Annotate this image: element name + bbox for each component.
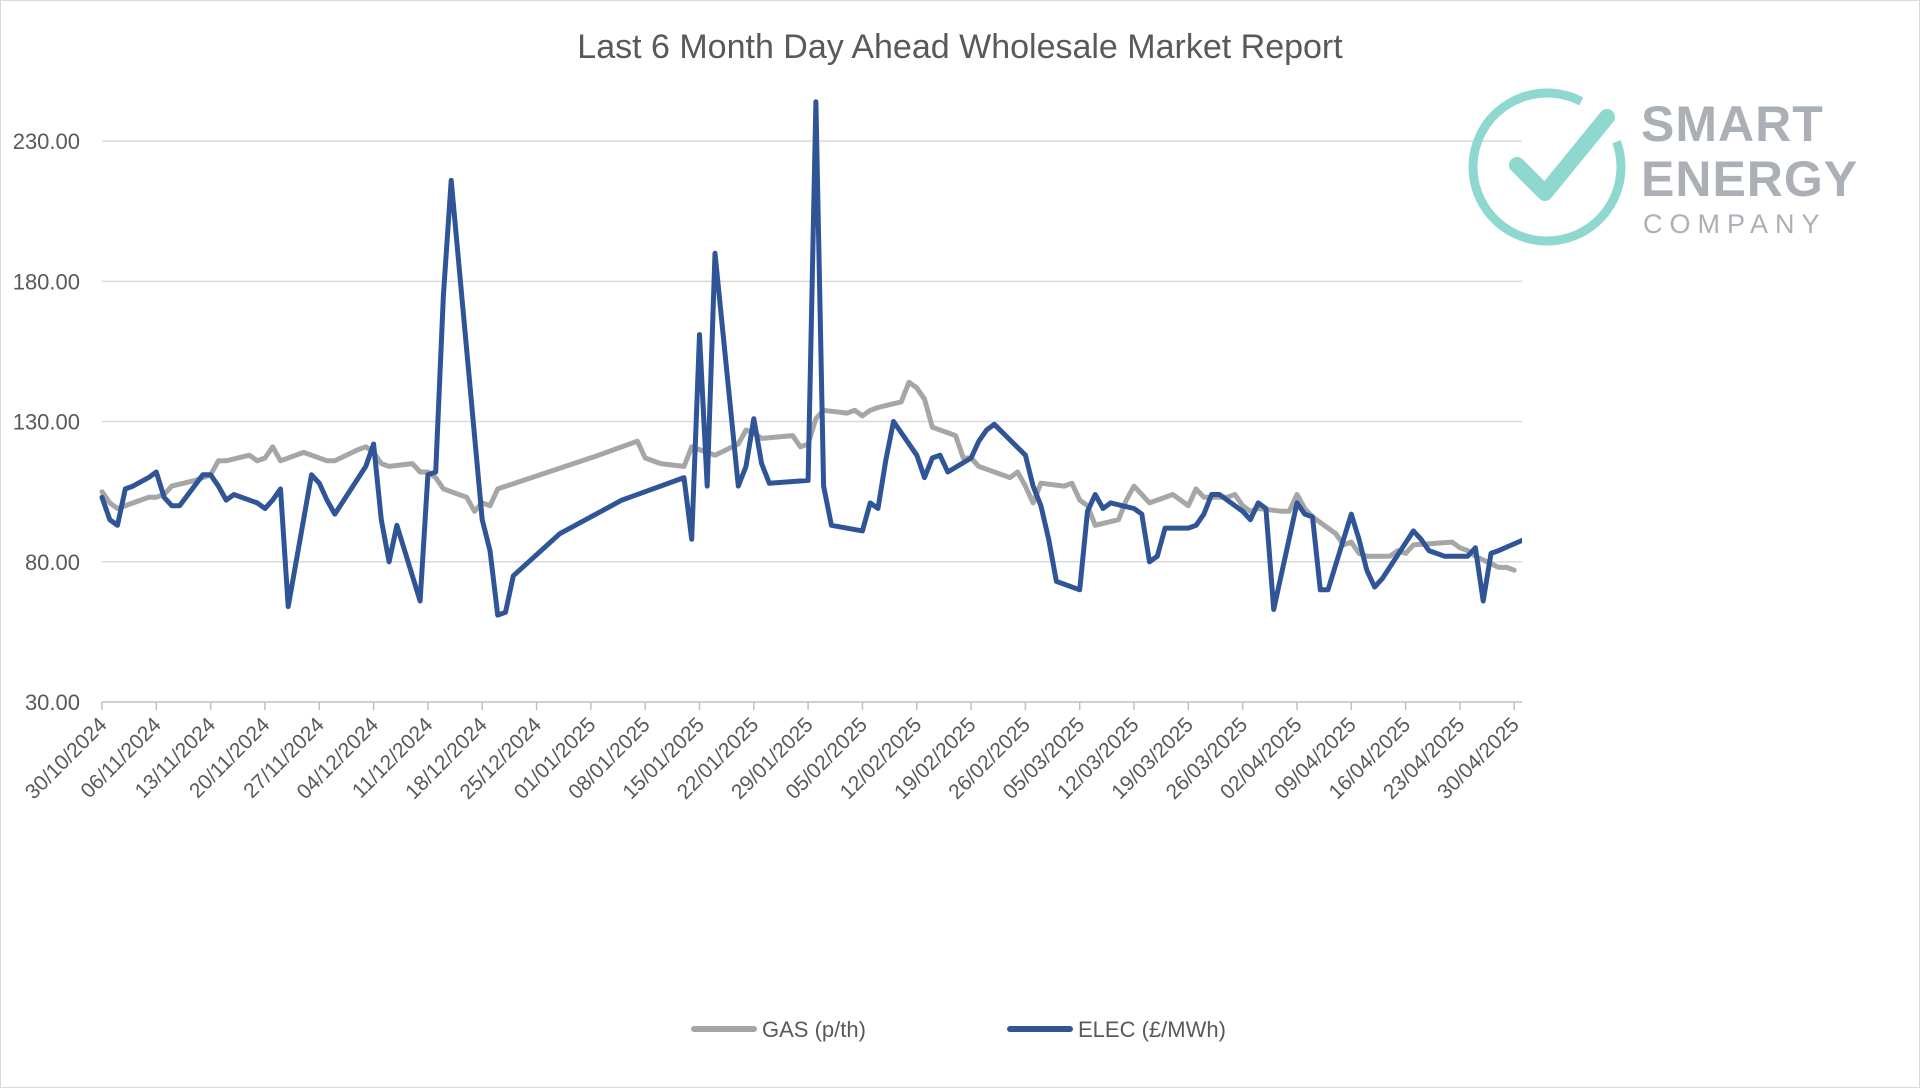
logo-check-icon	[1468, 88, 1626, 246]
legend: GAS (p/th) ELEC (£/MWh)	[691, 1017, 1226, 1042]
logo-word-energy: ENERGY	[1641, 151, 1859, 207]
elec-series-line	[99, 99, 1522, 618]
y-tick-label: 130.00	[13, 410, 80, 435]
x-axis	[101, 701, 1522, 710]
y-axis-ticks: 30.00 80.00 130.00 180.00 230.00	[13, 129, 80, 715]
y-tick-label: 230.00	[13, 129, 80, 154]
logo-word-smart: SMART	[1641, 96, 1824, 152]
y-tick-label: 80.00	[25, 550, 80, 575]
legend-label-gas: GAS (p/th)	[762, 1017, 866, 1042]
logo-word-company: COMPANY	[1643, 209, 1827, 239]
series-lines	[99, 99, 1522, 618]
y-tick-label: 30.00	[25, 690, 80, 715]
y-tick-label: 180.00	[13, 269, 80, 294]
chart-title: Last 6 Month Day Ahead Wholesale Market …	[577, 28, 1343, 66]
gas-series-line	[99, 379, 1517, 573]
x-axis-ticks: 30/10/202406/11/202413/11/202420/11/2024…	[21, 713, 1524, 804]
legend-label-elec: ELEC (£/MWh)	[1078, 1017, 1226, 1042]
smart-energy-logo: SMART ENERGY COMPANY	[1465, 85, 1885, 255]
